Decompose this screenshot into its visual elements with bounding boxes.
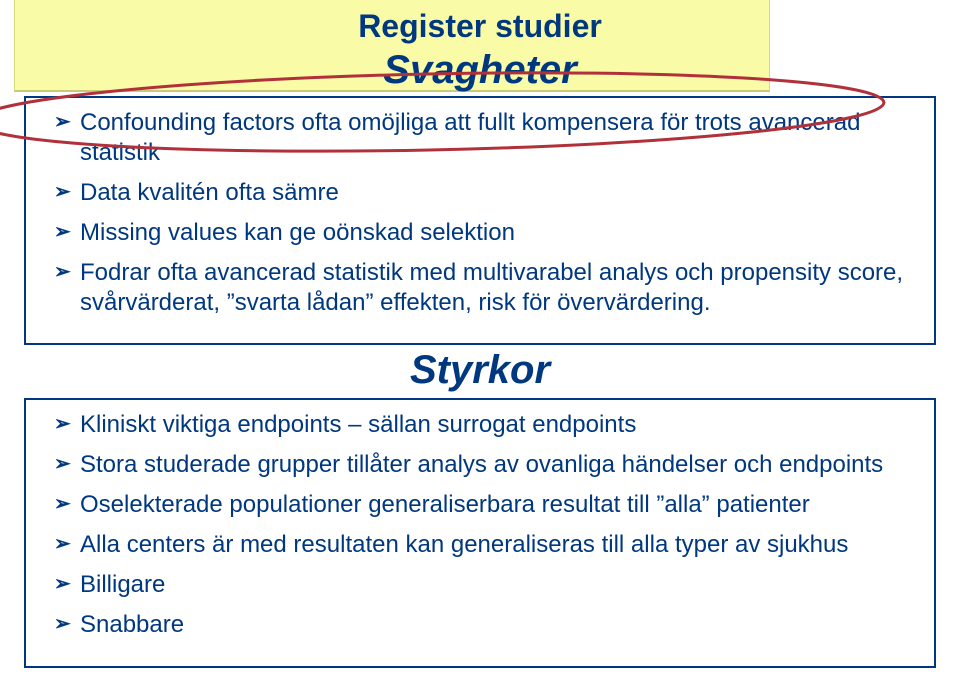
list-item-text: Missing values kan ge oönskad selektion bbox=[80, 218, 906, 248]
list-item: ➢ Oselekterade populationer generaliserb… bbox=[54, 490, 906, 520]
list-item: ➢ Billigare bbox=[54, 570, 906, 600]
styrkor-box: ➢ Kliniskt viktiga endpoints – sällan su… bbox=[24, 398, 936, 668]
page-title: Register studier bbox=[0, 8, 960, 45]
list-item: ➢ Data kvalitén ofta sämre bbox=[54, 178, 906, 208]
list-item-text: Confounding factors ofta omöjliga att fu… bbox=[80, 108, 906, 168]
list-item: ➢ Confounding factors ofta omöjliga att … bbox=[54, 108, 906, 168]
list-item-text: Alla centers är med resultaten kan gener… bbox=[80, 530, 906, 560]
list-item-text: Snabbare bbox=[80, 610, 906, 640]
list-item-text: Stora studerade grupper tillåter analys … bbox=[80, 450, 906, 480]
list-item-text: Oselekterade populationer generaliserbar… bbox=[80, 490, 906, 520]
list-item-text: Billigare bbox=[80, 570, 906, 600]
bullet-arrow-icon: ➢ bbox=[54, 178, 80, 206]
list-item: ➢ Kliniskt viktiga endpoints – sällan su… bbox=[54, 410, 906, 440]
svagheter-box: ➢ Confounding factors ofta omöjliga att … bbox=[24, 96, 936, 345]
page-subtitle: Svagheter bbox=[0, 48, 960, 93]
bullet-arrow-icon: ➢ bbox=[54, 570, 80, 598]
styrkor-title: Styrkor bbox=[0, 348, 960, 393]
list-item-text: Data kvalitén ofta sämre bbox=[80, 178, 906, 208]
list-item-text: Kliniskt viktiga endpoints – sällan surr… bbox=[80, 410, 906, 440]
bullet-arrow-icon: ➢ bbox=[54, 530, 80, 558]
bullet-arrow-icon: ➢ bbox=[54, 450, 80, 478]
list-item: ➢ Stora studerade grupper tillåter analy… bbox=[54, 450, 906, 480]
bullet-arrow-icon: ➢ bbox=[54, 410, 80, 438]
bullet-arrow-icon: ➢ bbox=[54, 490, 80, 518]
list-item: ➢ Alla centers är med resultaten kan gen… bbox=[54, 530, 906, 560]
list-item: ➢ Fodrar ofta avancerad statistik med mu… bbox=[54, 258, 906, 318]
list-item-text: Fodrar ofta avancerad statistik med mult… bbox=[80, 258, 906, 318]
list-item: ➢ Snabbare bbox=[54, 610, 906, 640]
list-item: ➢ Missing values kan ge oönskad selektio… bbox=[54, 218, 906, 248]
bullet-arrow-icon: ➢ bbox=[54, 610, 80, 638]
bullet-arrow-icon: ➢ bbox=[54, 258, 80, 286]
bullet-arrow-icon: ➢ bbox=[54, 218, 80, 246]
bullet-arrow-icon: ➢ bbox=[54, 108, 80, 136]
